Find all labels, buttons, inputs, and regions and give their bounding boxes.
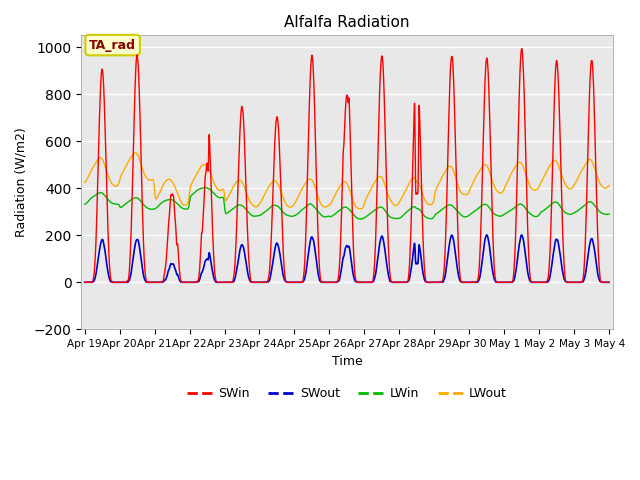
- X-axis label: Time: Time: [332, 355, 362, 368]
- LWin: [81, 201, 88, 207]
- Text: TA_rad: TA_rad: [89, 38, 136, 51]
- LWin: [500, 212, 508, 218]
- SWin: [559, 238, 567, 244]
- LWin: [362, 214, 370, 219]
- LWout: [362, 195, 370, 201]
- SWin: [605, 279, 613, 285]
- LWout: [374, 175, 381, 180]
- SWout: [573, 279, 581, 285]
- SWout: [559, 271, 567, 276]
- SWin: [518, 46, 525, 51]
- LWin: [374, 205, 381, 211]
- SWout: [362, 279, 369, 285]
- Title: Alfalfa Radiation: Alfalfa Radiation: [284, 15, 410, 30]
- Line: SWin: SWin: [84, 48, 609, 282]
- Line: LWin: LWin: [84, 188, 609, 219]
- LWout: [132, 150, 140, 156]
- LWin: [605, 211, 613, 217]
- LWin: [356, 216, 364, 222]
- SWin: [373, 183, 381, 189]
- Legend: SWin, SWout, LWin, LWout: SWin, SWout, LWin, LWout: [182, 383, 512, 406]
- SWin: [227, 279, 235, 285]
- SWout: [81, 279, 88, 285]
- LWout: [559, 177, 567, 182]
- SWin: [573, 279, 581, 285]
- LWout: [356, 206, 364, 212]
- SWout: [373, 261, 381, 266]
- LWin: [202, 185, 209, 191]
- SWin: [81, 279, 88, 285]
- LWin: [227, 207, 235, 213]
- LWout: [227, 188, 235, 194]
- Line: SWout: SWout: [84, 235, 609, 282]
- Y-axis label: Radiation (W/m2): Radiation (W/m2): [15, 128, 28, 237]
- LWin: [559, 208, 567, 214]
- SWout: [499, 279, 507, 285]
- LWout: [500, 188, 508, 194]
- SWin: [362, 279, 369, 285]
- SWout: [605, 279, 613, 285]
- LWout: [605, 183, 613, 189]
- Line: LWout: LWout: [84, 153, 609, 209]
- SWin: [499, 279, 507, 285]
- LWin: [574, 208, 582, 214]
- LWout: [574, 175, 582, 181]
- SWout: [483, 232, 490, 238]
- LWout: [81, 180, 88, 185]
- SWout: [227, 279, 235, 285]
